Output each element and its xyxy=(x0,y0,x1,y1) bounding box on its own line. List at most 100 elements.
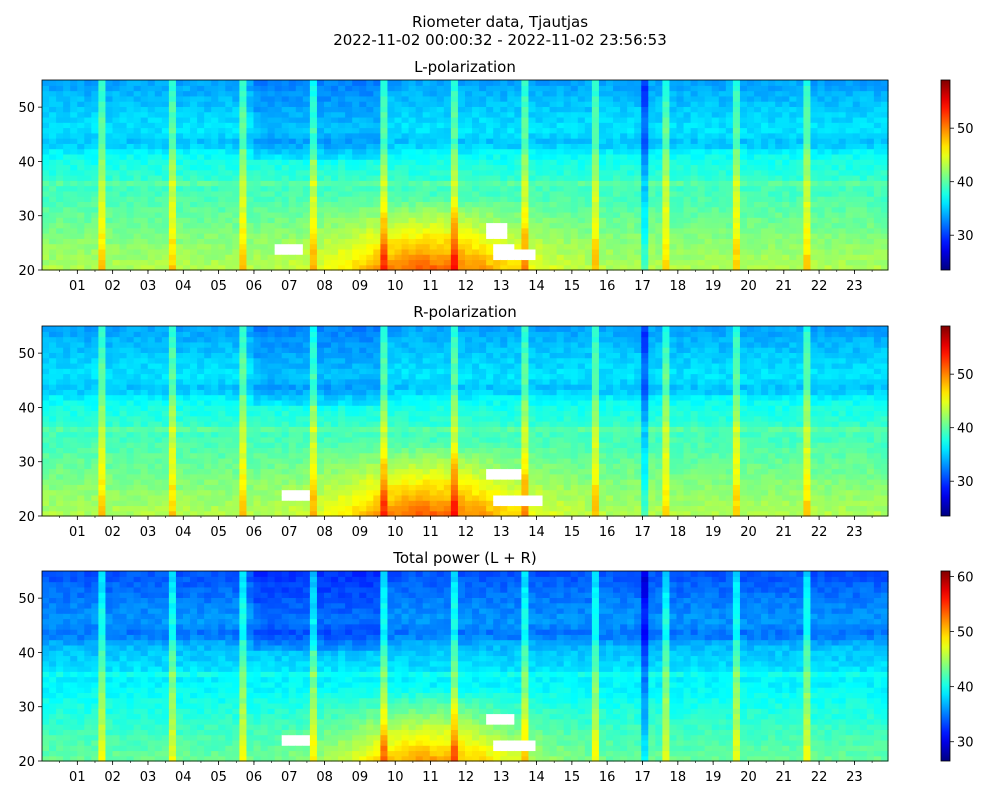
heatmap-cell xyxy=(161,116,170,123)
heatmap-cell xyxy=(239,222,248,229)
heatmap-cell xyxy=(429,196,438,202)
heatmap-cell xyxy=(739,222,748,229)
heatmap-cell xyxy=(42,148,50,155)
heatmap-cell xyxy=(570,148,579,155)
heatmap-cell xyxy=(443,164,452,171)
heatmap-cell xyxy=(190,206,198,213)
heatmap-cell xyxy=(690,259,699,266)
heatmap-cell xyxy=(401,122,410,129)
heatmap-cell xyxy=(168,111,177,118)
heatmap-cell xyxy=(316,80,325,86)
heatmap-cell xyxy=(84,159,92,166)
heatmap-cell xyxy=(683,196,692,202)
heatmap-cell xyxy=(493,132,501,139)
heatmap-cell xyxy=(725,80,734,86)
heatmap-cell xyxy=(253,217,262,224)
heatmap-cell xyxy=(295,206,304,213)
heatmap-cell xyxy=(84,138,92,144)
heatmap-cell xyxy=(803,259,812,266)
heatmap-cell xyxy=(105,138,114,144)
heatmap-cell xyxy=(535,143,544,150)
heatmap-cell xyxy=(761,85,769,92)
heatmap-cell xyxy=(866,201,875,208)
heatmap-cell xyxy=(246,148,255,155)
heatmap-cell xyxy=(676,116,685,123)
heatmap-cell xyxy=(345,159,353,166)
heatmap-cell xyxy=(443,95,452,102)
heatmap-cell xyxy=(472,132,480,139)
heatmap-cell xyxy=(789,196,797,202)
heatmap-cell xyxy=(676,217,685,224)
heatmap-cell xyxy=(591,206,600,213)
heatmap-cell xyxy=(627,122,635,129)
heatmap-cell xyxy=(401,116,410,123)
heatmap-cell xyxy=(408,243,417,250)
heatmap-cell xyxy=(500,248,508,255)
heatmap-cell xyxy=(168,185,177,192)
heatmap-cell xyxy=(556,227,565,234)
heatmap-cell xyxy=(747,259,755,266)
heatmap-cell xyxy=(514,233,522,239)
heatmap-cell xyxy=(754,180,762,187)
heatmap-cell xyxy=(500,259,508,266)
heatmap-cell xyxy=(119,468,128,475)
heatmap-cell xyxy=(281,211,290,218)
heatmap-cell xyxy=(133,405,142,412)
heatmap-cell xyxy=(324,127,332,134)
heatmap-cell xyxy=(457,238,466,245)
heatmap-cell xyxy=(718,164,727,171)
heatmap-cell xyxy=(126,264,135,271)
heatmap-cell xyxy=(218,143,226,150)
heatmap-cell xyxy=(338,238,346,245)
heatmap-cell xyxy=(63,111,71,118)
heatmap-cell xyxy=(154,153,163,160)
heatmap-cell xyxy=(577,264,586,271)
heatmap-cell xyxy=(112,447,121,454)
heatmap-cell xyxy=(457,106,466,113)
heatmap-cell xyxy=(493,243,501,250)
heatmap-cell xyxy=(133,373,142,380)
heatmap-cell xyxy=(789,190,797,197)
heatmap-cell xyxy=(761,101,769,107)
heatmap-cell xyxy=(584,180,593,187)
heatmap-cell xyxy=(732,116,741,123)
heatmap-cell xyxy=(810,180,819,187)
heatmap-cell xyxy=(267,248,276,255)
heatmap-cell xyxy=(838,206,847,213)
heatmap-cell xyxy=(126,336,135,343)
heatmap-cell xyxy=(472,264,480,271)
heatmap-cell xyxy=(606,138,614,144)
heatmap-cell xyxy=(63,264,71,271)
heatmap-cell xyxy=(831,206,840,213)
heatmap-cell xyxy=(620,169,628,176)
heatmap-cell xyxy=(563,222,572,229)
heatmap-cell xyxy=(359,127,367,134)
heatmap-cell xyxy=(866,217,875,224)
heatmap-cell xyxy=(197,80,205,86)
heatmap-cell xyxy=(253,175,262,181)
heatmap-cell xyxy=(429,80,438,86)
heatmap-cell xyxy=(443,196,452,202)
heatmap-cell xyxy=(479,190,487,197)
heatmap-cell xyxy=(725,127,734,134)
heatmap-cell xyxy=(465,254,473,261)
heatmap-cell xyxy=(56,122,64,129)
heatmap-cell xyxy=(239,127,248,134)
heatmap-cell xyxy=(197,159,205,166)
heatmap-cell xyxy=(112,505,121,512)
heatmap-cell xyxy=(620,106,628,113)
heatmap-cell xyxy=(316,116,325,123)
heatmap-cell xyxy=(542,248,551,255)
heatmap-cell xyxy=(147,206,156,213)
heatmap-cell xyxy=(507,138,515,144)
heatmap-cell xyxy=(528,222,537,229)
heatmap-cell xyxy=(415,90,424,97)
heatmap-cell xyxy=(606,95,614,102)
heatmap-cell xyxy=(316,122,325,129)
heatmap-cell xyxy=(119,206,128,213)
heatmap-cell xyxy=(295,95,304,102)
heatmap-cell xyxy=(218,259,226,266)
heatmap-cell xyxy=(168,122,177,129)
heatmap-cell xyxy=(70,421,78,427)
x-tick-label: 08 xyxy=(316,279,333,294)
